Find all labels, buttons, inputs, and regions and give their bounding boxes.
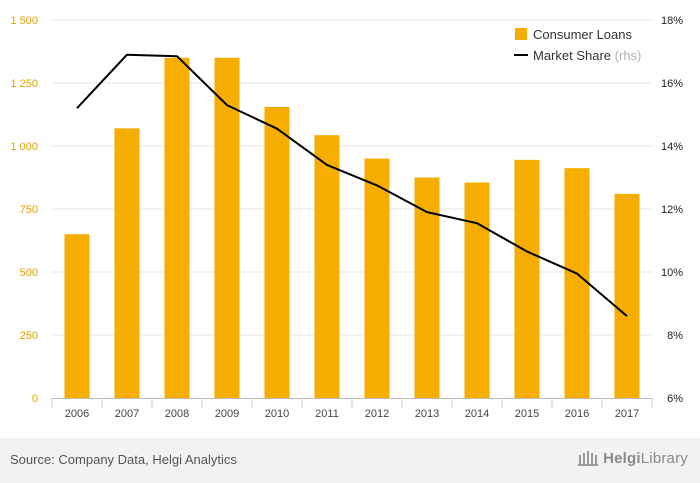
x-tick-label: 2007 [115,408,139,420]
bar-2015 [514,159,540,398]
bar-2009 [214,57,240,399]
bar-2007 [114,128,140,399]
x-tick-label: 2013 [415,408,439,420]
legend-swatch-consumer-loans [515,28,527,40]
market-share-line [76,53,628,317]
y-right-tick-label: 10% [661,267,683,279]
bar-2010 [264,106,290,398]
gridlines [52,19,652,336]
bar-2017 [614,193,640,398]
bar-2006 [64,234,90,398]
x-tick-label: 2016 [565,408,589,420]
chart: 2006 2007 2008 2009 2010 2011 2012 2013 2014 2015… [10,15,683,420]
y-right-tick-label: 6% [667,393,683,405]
x-axis: 2006 2007 2008 2009 2010 2011 2012 2013 2014 2015… [51,398,653,420]
bar-2016 [564,168,590,398]
legend: Consumer Loans Market Share (rhs) [514,27,641,63]
bar-2008 [164,57,190,399]
y-right-tick-label: 12% [661,204,683,216]
footer: Source: Company Data, Helgi Analytics He… [0,438,700,483]
x-tick-label: 2010 [265,408,289,420]
y-right-tick-label: 16% [661,78,683,90]
bar-2013 [414,177,440,398]
brand-name: HelgiLibrary [603,449,688,467]
x-tick-label: 2012 [365,408,389,420]
line-series [76,53,628,317]
x-tick-label: 2014 [465,408,489,420]
bar-2014 [464,182,490,398]
x-tick-label: 2011 [315,408,339,420]
y-left-tick-label: 1 500 [10,15,38,27]
legend-label-market-share: Market Share (rhs) [533,48,641,63]
library-building-icon [578,451,599,466]
y-right-tick-label: 18% [661,15,683,27]
y-axis-right: 6% 8% 10% 12% 14% 16% 18% [661,15,683,405]
bar-2011 [314,135,340,398]
y-axis-left: 0 250 500 750 1 000 1 250 1 500 [10,15,38,405]
source-note: Source: Company Data, Helgi Analytics [10,452,237,467]
x-tick-label: 2017 [615,408,639,420]
y-right-tick-label: 14% [661,141,683,153]
legend-label-consumer-loans: Consumer Loans [533,27,632,42]
y-right-tick-label: 8% [667,330,683,342]
legend-label-suffix: (rhs) [615,48,642,63]
y-left-tick-label: 750 [20,204,38,216]
y-left-tick-label: 250 [20,330,38,342]
y-left-tick-label: 500 [20,267,38,279]
x-tick-label: 2008 [165,408,189,420]
x-tick-label: 2009 [215,408,239,420]
y-left-tick-label: 1 000 [10,141,38,153]
y-left-tick-label: 1 250 [10,78,38,90]
bar-series [64,57,640,399]
x-tick-label: 2015 [515,408,539,420]
x-tick-label: 2006 [65,408,89,420]
y-left-tick-label: 0 [32,393,38,405]
brand-logo: HelgiLibrary [577,449,688,467]
bar-2012 [364,158,390,398]
